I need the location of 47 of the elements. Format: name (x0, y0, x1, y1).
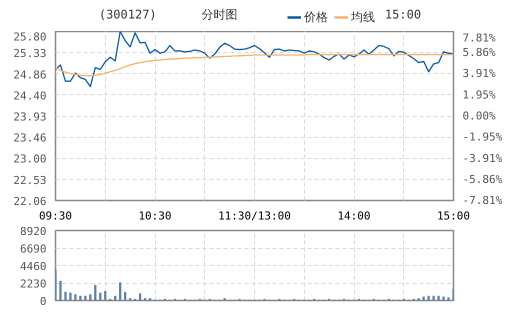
bar (442, 296, 445, 300)
y-tick-label: 6690 (20, 242, 47, 256)
bar (89, 294, 92, 300)
bar (119, 282, 122, 300)
y-tick-label: 4460 (20, 260, 47, 273)
y2-tick-label: -3.91% (462, 152, 503, 165)
y-tick-label: 22.53 (13, 174, 47, 187)
bar (69, 292, 72, 300)
bar (74, 294, 77, 300)
y-tick-label: 23.46 (13, 132, 47, 145)
bar (422, 296, 425, 300)
y-tick-label: 24.86 (13, 68, 47, 82)
y2-tick-label: 1.95% (462, 88, 496, 102)
y-tick-label: 22.06 (13, 195, 47, 208)
chart-title: (300127) (98, 8, 157, 22)
y2-tick-label: 7.81% (462, 32, 496, 44)
x-tick-label: 10:30 (138, 210, 172, 222)
x-tick-label: 15:00 (436, 210, 470, 222)
bar (99, 292, 102, 300)
bar (84, 296, 86, 300)
x-tick-label: 14:00 (337, 210, 371, 222)
y2-tick-label: -1.95% (462, 130, 503, 144)
line-series (56, 32, 454, 88)
y2-tick-label: -5.86% (462, 172, 503, 186)
y2-tick-label: -7.81% (462, 194, 503, 207)
y-tick-label: 25.33 (13, 47, 47, 60)
chart-subtitle: 分时图 (201, 8, 238, 22)
y-tick-label: 0 (40, 295, 46, 308)
y2-tick-label: 5.86% (462, 46, 496, 60)
bar (104, 291, 106, 300)
line-series (56, 54, 454, 76)
y-tick-label: 23.93 (13, 110, 47, 124)
legend-label: 均线 (351, 8, 375, 26)
y-tick-label: 25.80 (13, 30, 47, 44)
y-tick-label: 8920 (20, 225, 47, 238)
bar (94, 284, 96, 300)
y-tick-label: 2230 (20, 278, 47, 290)
y2-tick-label: 0.00% (462, 110, 496, 122)
text: 15:00 (384, 8, 422, 22)
x-tick-label: 11:30/13:00 (218, 210, 291, 222)
bar (124, 292, 126, 300)
y-tick-label: 23.00 (13, 152, 47, 166)
legend-label: 价格 (304, 8, 328, 26)
y2-tick-label: 3.91% (462, 67, 496, 80)
y-tick-label: 24.40 (13, 89, 47, 102)
bar (114, 296, 116, 300)
x-tick-label: 09:30 (38, 210, 72, 222)
